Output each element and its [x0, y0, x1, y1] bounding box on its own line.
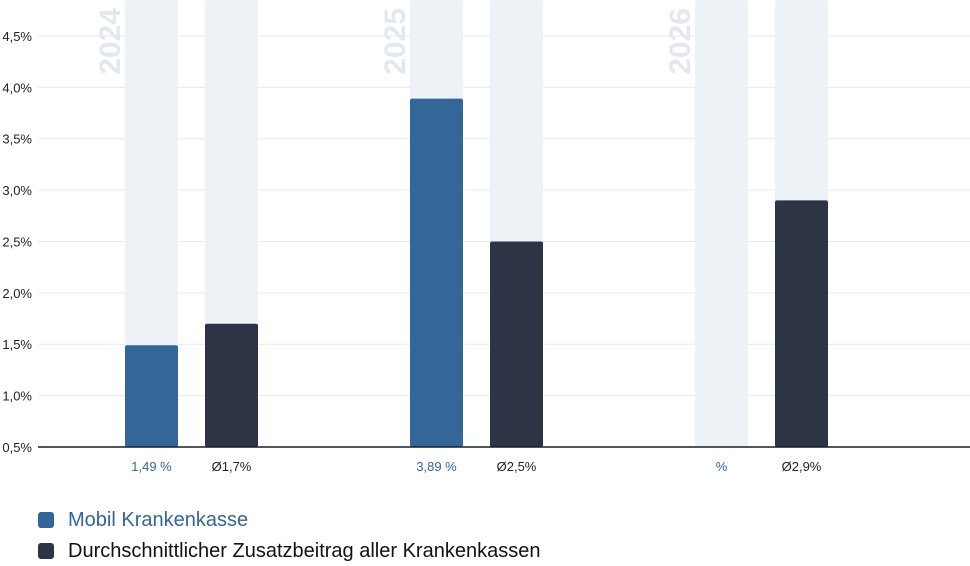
- value-labels: 1,49 % Ø1,7% 3,89 % Ø2,5%% Ø2,9%: [131, 459, 822, 474]
- year-label: 2025: [379, 8, 412, 75]
- y-tick-label: 0,5%: [2, 440, 32, 455]
- y-tick-label: 1,5%: [2, 337, 32, 352]
- bar: [775, 200, 828, 447]
- y-tick-label: 4,0%: [2, 80, 32, 95]
- legend-swatch-mobil: [38, 511, 54, 528]
- y-tick-label: 2,0%: [2, 286, 32, 301]
- legend: Mobil Krankenkasse Durchschnittlicher Zu…: [38, 504, 540, 566]
- value-label: 1,49 %: [131, 459, 172, 474]
- y-tick-label: 3,0%: [2, 183, 32, 198]
- legend-item-mobil[interactable]: Mobil Krankenkasse: [38, 504, 540, 535]
- legend-item-average[interactable]: Durchschnittlicher Zusatzbeitrag aller K…: [38, 535, 540, 566]
- bar-background: [125, 0, 178, 447]
- y-axis-ticks: 0,5% 1,0% 1,5% 2,0% 2,5% 3,0% 3,5% 4,0% 4,5%: [2, 29, 32, 455]
- bar: [410, 98, 463, 447]
- y-tick-label: 2,5%: [2, 234, 32, 249]
- y-tick-label: 3,5%: [2, 132, 32, 147]
- year-label: 2024: [94, 8, 127, 75]
- value-label: Ø2,5%: [497, 459, 537, 474]
- bar: [205, 323, 258, 447]
- bars: [125, 0, 828, 447]
- value-label: %: [716, 459, 728, 474]
- legend-swatch-average: [38, 542, 54, 559]
- legend-label-mobil: Mobil Krankenkasse: [68, 508, 249, 531]
- value-label: Ø2,9%: [782, 459, 822, 474]
- y-tick-label: 4,5%: [2, 29, 32, 44]
- bar: [490, 241, 543, 447]
- year-labels: 2024 2025 2026: [94, 8, 697, 75]
- legend-label-average: Durchschnittlicher Zusatzbeitrag aller K…: [68, 539, 541, 562]
- value-label: 3,89 %: [416, 459, 457, 474]
- bar: [125, 345, 178, 447]
- bar-chart: 0,5% 1,0% 1,5% 2,0% 2,5% 3,0% 3,5% 4,0% 4,5% 202…: [2, 0, 970, 474]
- year-label: 2026: [664, 8, 697, 75]
- bar-background: [695, 0, 748, 447]
- y-tick-label: 1,0%: [2, 389, 32, 404]
- value-label: Ø1,7%: [212, 459, 252, 474]
